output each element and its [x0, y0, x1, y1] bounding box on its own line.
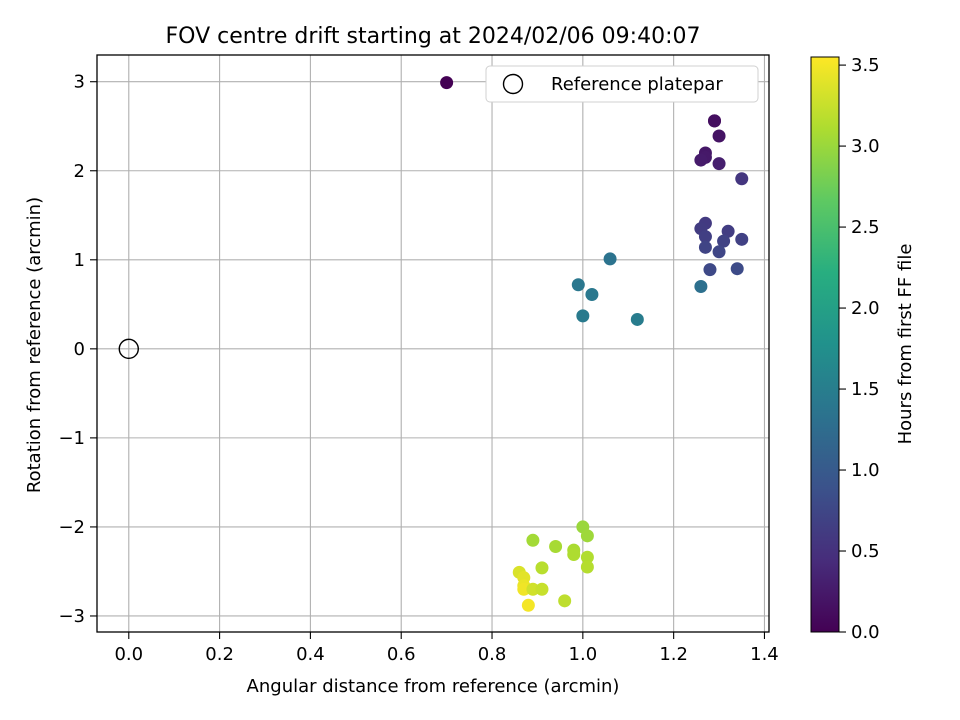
- x-tick-label: 0.8: [478, 644, 507, 665]
- data-point: [694, 153, 708, 167]
- data-point: [535, 561, 549, 575]
- x-axis-label: Angular distance from reference (arcmin): [247, 676, 620, 697]
- y-tick-label: 3: [74, 72, 85, 93]
- data-point: [703, 263, 717, 277]
- colorbar-tick-label: 2.5: [851, 217, 880, 238]
- data-point: [567, 548, 581, 562]
- data-point: [517, 582, 531, 596]
- colorbar-tick-label: 3.0: [851, 136, 880, 157]
- legend-label-reference: Reference platepar: [551, 74, 723, 95]
- y-tick-label: −2: [58, 517, 85, 538]
- y-axis-label: Rotation from reference (arcmin): [24, 197, 45, 493]
- colorbar-tick-label: 1.0: [851, 460, 880, 481]
- x-tick-label: 0.4: [296, 644, 325, 665]
- colorbar-label: Hours from first FF file: [895, 244, 916, 445]
- x-tick-label: 1.4: [750, 644, 779, 665]
- chart-title: FOV centre drift starting at 2024/02/06 …: [166, 24, 701, 49]
- reference-marker: [118, 338, 139, 360]
- data-point: [712, 245, 726, 259]
- data-point: [580, 529, 594, 543]
- data-point: [735, 172, 749, 186]
- data-point: [549, 540, 563, 554]
- x-tick-label: 0.0: [114, 644, 143, 665]
- data-point: [558, 594, 572, 608]
- colorbar-tick-label: 3.5: [851, 55, 880, 76]
- legend-marker-reference: [502, 73, 524, 95]
- legend: Reference platepar: [485, 65, 759, 103]
- reference-point: [118, 338, 139, 360]
- y-tick-label: 0: [74, 339, 85, 360]
- data-point: [571, 278, 585, 292]
- data-points: [440, 76, 749, 612]
- legend-box: [485, 65, 759, 103]
- x-tick-label: 0.2: [205, 644, 234, 665]
- data-point: [698, 230, 712, 244]
- data-point: [712, 157, 726, 171]
- data-point: [535, 582, 549, 596]
- colorbar-tick-label: 1.5: [851, 379, 880, 400]
- data-point: [585, 288, 599, 302]
- data-point: [603, 252, 617, 266]
- data-point: [698, 240, 712, 254]
- x-tick-label: 1.0: [569, 644, 598, 665]
- y-tick-label: −1: [58, 428, 85, 449]
- x-tick-label: 1.2: [659, 644, 688, 665]
- plot-area: [96, 54, 770, 633]
- data-point: [580, 550, 594, 564]
- grid-lines: [97, 55, 769, 632]
- colorbar-axis: 0.0 0.5 1.0 1.5 2.0 2.5 3.0 3.5: [839, 55, 880, 643]
- y-axis: −3 −2 −1 0 1 2 3: [58, 72, 97, 627]
- colorbar-tick-label: 0.5: [851, 541, 880, 562]
- data-point: [576, 309, 590, 323]
- x-tick-label: 0.6: [387, 644, 416, 665]
- data-point: [712, 129, 726, 143]
- data-point: [730, 262, 744, 276]
- data-point: [717, 234, 731, 248]
- x-axis: 0.0 0.2 0.4 0.6 0.8 1.0 1.2 1.4: [114, 632, 779, 665]
- data-point: [580, 560, 594, 574]
- data-point: [735, 232, 749, 246]
- y-tick-label: 2: [74, 161, 85, 182]
- data-point: [526, 533, 540, 547]
- data-point: [721, 224, 735, 238]
- data-point: [694, 280, 708, 294]
- colorbar: [810, 56, 840, 633]
- data-point: [521, 598, 535, 612]
- data-point: [526, 582, 540, 596]
- colorbar-tick-label: 2.0: [851, 298, 880, 319]
- data-point: [708, 114, 722, 128]
- data-point: [630, 312, 644, 326]
- data-point: [440, 76, 454, 90]
- y-tick-label: −3: [58, 606, 85, 627]
- y-tick-label: 1: [74, 250, 85, 271]
- colorbar-tick-label: 0.0: [851, 622, 880, 643]
